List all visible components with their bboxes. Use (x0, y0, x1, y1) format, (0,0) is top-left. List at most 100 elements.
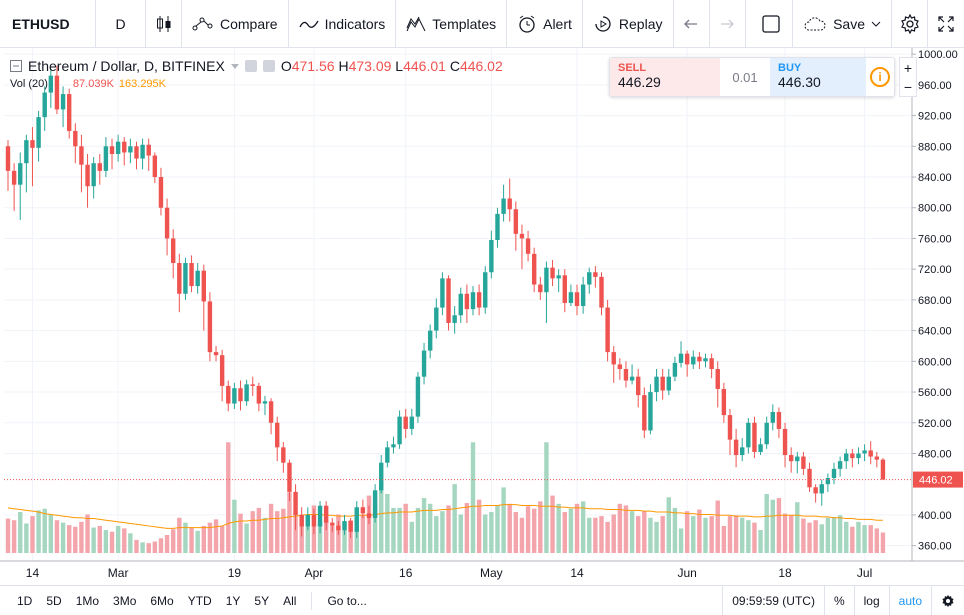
undo-button[interactable] (674, 0, 710, 48)
candle-body (177, 263, 182, 294)
chevron-down-icon[interactable] (230, 63, 239, 69)
volume-bar (446, 505, 451, 553)
volume-bar (587, 517, 592, 553)
symbol-search[interactable]: ETHUSD (0, 0, 96, 48)
volume-bar (219, 525, 225, 553)
candle-body (513, 209, 519, 234)
price-tick-label: 840.00 (918, 172, 952, 184)
goto-button[interactable]: Go to... (327, 593, 367, 608)
range-1d[interactable]: 1D (17, 593, 33, 608)
compare-button[interactable]: Compare (182, 0, 289, 48)
candle-body (844, 453, 849, 462)
settings-button[interactable] (892, 0, 928, 48)
log-toggle[interactable]: log (853, 585, 889, 615)
buy-button[interactable]: BUY 446.30 (770, 58, 866, 96)
volume-bar (256, 507, 262, 553)
candle-body (831, 468, 837, 479)
time-tick-label: Jul (857, 566, 872, 580)
volume-bar (538, 501, 543, 553)
high-label: H (338, 58, 349, 74)
expand-button[interactable] (928, 0, 964, 48)
candle-body (97, 163, 102, 171)
range-ytd[interactable]: YTD (187, 593, 212, 608)
replay-button[interactable]: Replay (583, 0, 674, 48)
settings-icon[interactable] (262, 60, 275, 72)
volume-bar (60, 522, 66, 553)
range-1mo[interactable]: 1Mo (75, 593, 100, 608)
range-5y[interactable]: 5Y (254, 593, 270, 608)
candle-body (330, 522, 335, 526)
volume-bar (42, 508, 47, 553)
candle-body (317, 505, 323, 527)
redo-button[interactable] (710, 0, 746, 48)
candle-body (79, 146, 84, 165)
zoom-out-button[interactable]: − (903, 78, 913, 95)
candle-body (825, 478, 831, 485)
volume-bar (617, 503, 623, 553)
price-chart[interactable]: 1000.00 960.00 920.00 880.00 840.00 800.00 760… (0, 48, 964, 585)
candle-body (323, 505, 329, 523)
candle-body (764, 422, 769, 445)
volume-bar (342, 521, 347, 553)
volume-bar (109, 531, 115, 553)
interval-button[interactable]: D (96, 0, 146, 48)
chart-type-button[interactable] (146, 0, 182, 48)
volume-bar (323, 520, 329, 553)
info-button[interactable]: i (866, 58, 894, 96)
range-1y[interactable]: 1Y (225, 593, 241, 608)
percent-toggle[interactable]: % (823, 585, 854, 615)
save-button[interactable]: Save (793, 0, 892, 48)
zoom-in-button[interactable]: + (903, 59, 913, 76)
candle-body (201, 270, 206, 302)
volume-bar (115, 525, 121, 553)
auto-toggle[interactable]: auto (888, 585, 931, 615)
candle-body (232, 388, 237, 404)
time-tick-label: Jun (677, 566, 696, 580)
volume-bar (868, 525, 873, 553)
volume-bar (140, 542, 145, 553)
candle-body (415, 376, 421, 417)
fullscreen-layout-button[interactable] (749, 0, 794, 48)
volume-bar (831, 516, 837, 553)
candle-body (733, 439, 739, 456)
chart-area[interactable]: 1000.00 960.00 920.00 880.00 840.00 800.00 760… (0, 48, 964, 585)
candle-body (262, 401, 268, 404)
indicators-button[interactable]: Indicators (289, 0, 397, 48)
price-tick-label: 800.00 (918, 203, 952, 215)
clock-timezone[interactable]: 09:59:59 (UTC) (722, 585, 824, 615)
volume-bar (103, 530, 109, 553)
range-all[interactable]: All (283, 593, 297, 608)
series-legend: Ethereum / Dollar, D, BITFINEX O471.56 H… (10, 58, 503, 74)
volume-bar (170, 529, 176, 553)
volume-bar (740, 517, 745, 553)
sell-button[interactable]: SELL 446.29 (610, 58, 720, 96)
templates-button[interactable]: Templates (396, 0, 508, 48)
range-5d[interactable]: 5D (46, 593, 62, 608)
candle-body (483, 272, 488, 308)
volume-bar (48, 514, 54, 553)
square-icon (761, 14, 780, 33)
candle-body (709, 358, 714, 370)
volume-bar (207, 522, 213, 553)
candle-body (360, 507, 366, 514)
candle-body (568, 292, 574, 303)
volume-bar (244, 523, 249, 553)
series-title: Ethereum / Dollar, D, BITFINEX (28, 58, 225, 74)
scale-settings-button[interactable] (931, 585, 964, 615)
range-6mo[interactable]: 6Mo (150, 593, 174, 608)
volume-bar (238, 513, 243, 553)
alert-button[interactable]: Alert (507, 0, 583, 48)
candle-body (782, 428, 788, 456)
volume-bar (397, 507, 402, 553)
volume-bar (379, 479, 384, 553)
candle-body (678, 353, 684, 363)
candle-body (409, 416, 415, 429)
eye-icon[interactable] (244, 60, 257, 72)
candle-body (635, 376, 641, 396)
candle-body (470, 292, 476, 310)
range-3mo[interactable]: 3Mo (113, 593, 137, 608)
volume-bar (770, 499, 776, 553)
candle-body (366, 513, 372, 518)
volume-bar (635, 516, 641, 553)
collapse-icon[interactable] (10, 60, 22, 72)
